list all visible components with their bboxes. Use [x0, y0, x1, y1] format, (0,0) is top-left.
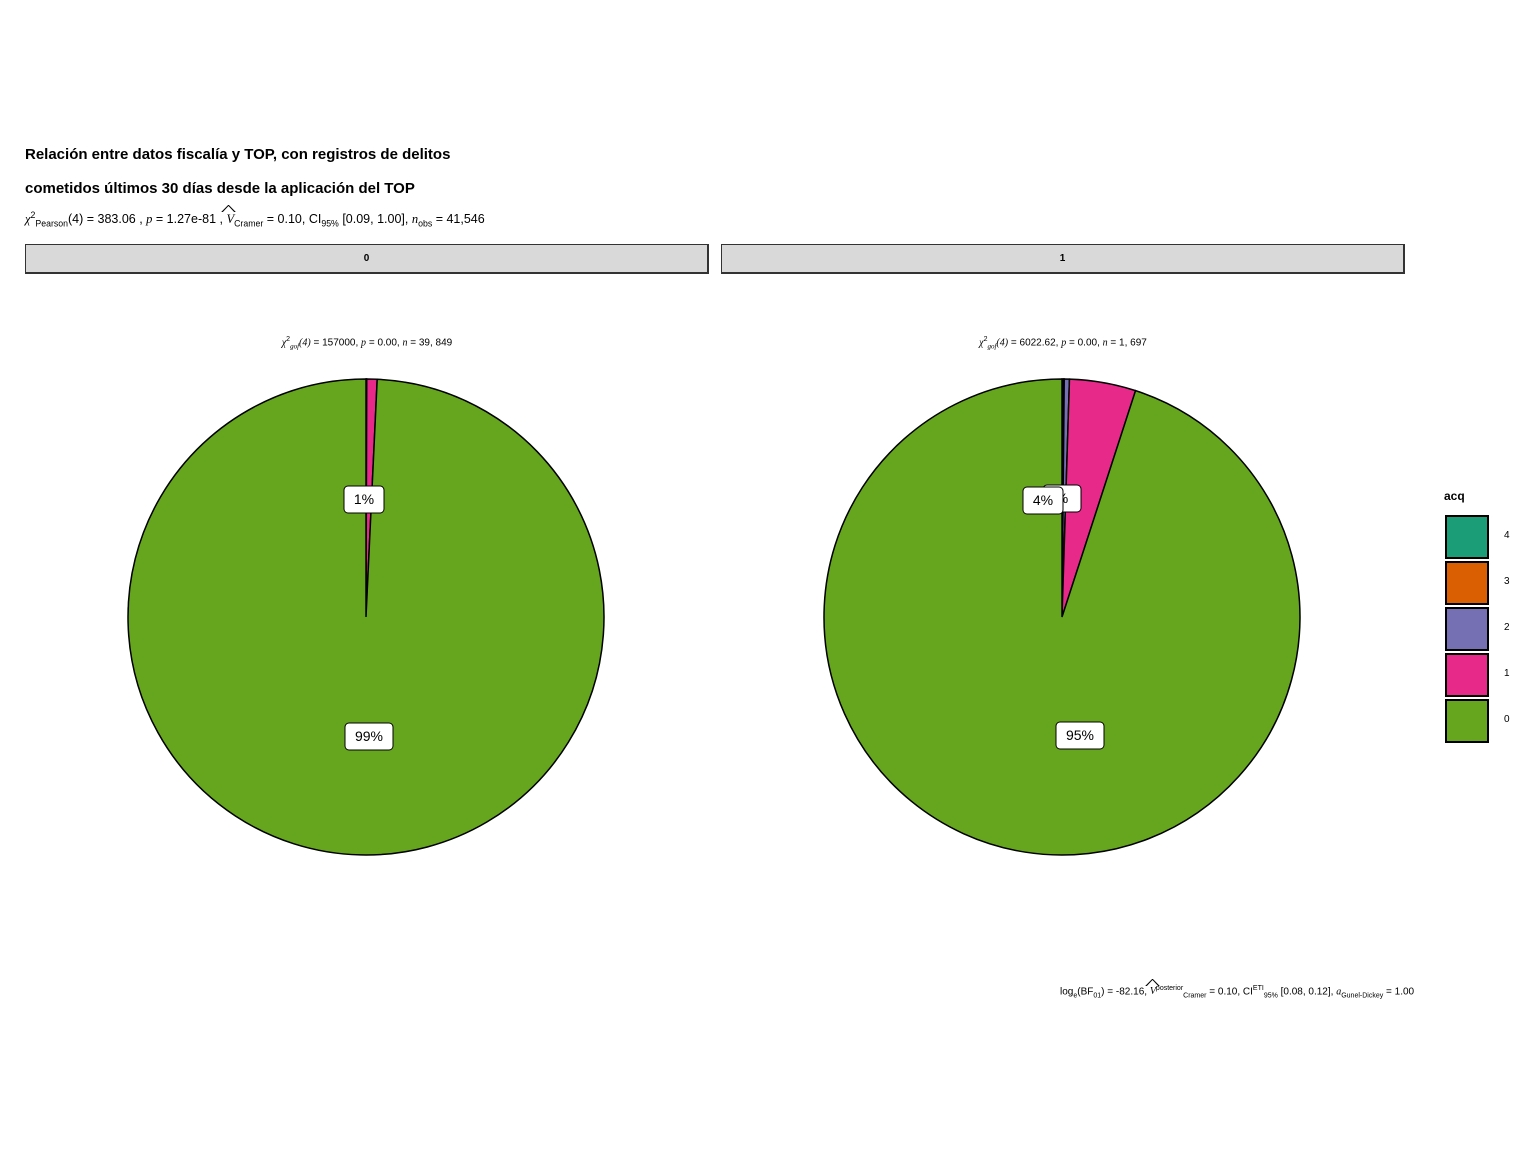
pie-label-facet1-1: 4%	[1022, 486, 1064, 515]
pie-label-facet0-1: 1%	[343, 485, 385, 514]
pie-label-text: 1%	[354, 491, 374, 507]
legend-title: acq	[1444, 489, 1465, 503]
chart-subtitle-stats: χ2Pearson(4) = 383.06 , p = 1.27e-81 , V…	[25, 210, 485, 229]
legend-swatch-0	[1445, 699, 1489, 743]
legend-swatch-1	[1445, 653, 1489, 697]
pie-slice-facet1-acq0	[823, 378, 1301, 856]
pie-label-box	[344, 722, 394, 751]
pie-label-box	[343, 485, 385, 514]
legend-swatch-2	[1445, 607, 1489, 651]
pie-label-box	[1022, 486, 1064, 515]
pie-slice-facet0-acq0	[127, 378, 605, 856]
legend-item-2: 2	[1445, 607, 1535, 651]
facet-0-stats: χ2gof(4) = 157000, p = 0.00, n = 39, 849	[281, 336, 453, 351]
facet-1-stats: χ2gof(4) = 6022.62, p = 0.00, n = 1, 697	[979, 336, 1147, 351]
pie-label-box	[1055, 721, 1105, 750]
legend-label-3: 3	[1504, 576, 1510, 587]
pie-label-text: 95%	[1066, 727, 1094, 743]
legend-swatch-4	[1445, 515, 1489, 559]
pie-label-facet0-0: 99%	[344, 722, 394, 751]
pie-label-text: 4%	[1033, 492, 1053, 508]
legend-item-3: 3	[1445, 561, 1535, 605]
legend-label-2: 2	[1504, 622, 1510, 633]
facet-strip-1: 1	[721, 244, 1405, 274]
chart-title-line-2: cometidos últimos 30 días desde la aplic…	[25, 180, 415, 197]
legend-label-0: 0	[1504, 714, 1510, 725]
pie-label-facet1-0: 95%	[1055, 721, 1105, 750]
legend-item-0: 0	[1445, 699, 1535, 743]
chart-title-line-1: Relación entre datos fiscalía y TOP, con…	[25, 146, 451, 163]
facet-strip-0: 0	[25, 244, 709, 274]
legend-swatch-3	[1445, 561, 1489, 605]
legend-item-1: 1	[1445, 653, 1535, 697]
chart-caption-bayes: loge(BF01) = -82.16, VposteriorCramer = …	[1060, 985, 1414, 999]
legend-label-4: 4	[1504, 530, 1510, 541]
legend-label-1: 1	[1504, 668, 1510, 679]
pie-label-text: 99%	[355, 728, 383, 744]
legend-item-4: 4	[1445, 515, 1535, 559]
